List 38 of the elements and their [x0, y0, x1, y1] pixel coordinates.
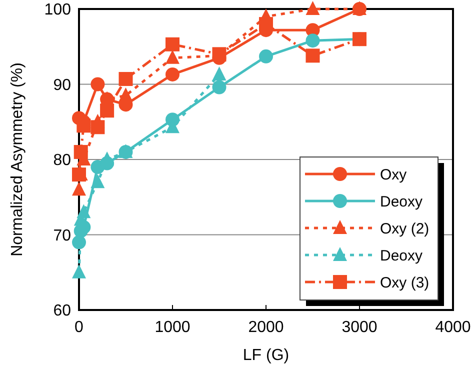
- point: [306, 48, 320, 63]
- x-tick-label: 1000: [154, 319, 190, 336]
- legend-label: Deoxy: [380, 193, 424, 210]
- y-axis-title: Normalized Asymmetry (%): [9, 62, 26, 256]
- y-tick-label: 60: [53, 302, 72, 320]
- x-tick-label: 0: [74, 319, 84, 336]
- point: [306, 1, 320, 15]
- y-tick-label: 70: [53, 227, 72, 244]
- point: [90, 77, 105, 92]
- y-tick-label: 90: [53, 76, 72, 94]
- point: [72, 264, 86, 278]
- point: [100, 104, 114, 118]
- point: [259, 17, 273, 32]
- legend-label: Oxy (3): [380, 274, 430, 292]
- legend-label: Oxy (2): [380, 220, 430, 238]
- point: [212, 80, 226, 94]
- point: [166, 37, 180, 52]
- point: [72, 182, 86, 196]
- point: [90, 174, 105, 188]
- legend-label: Oxy: [380, 166, 408, 184]
- point: [118, 88, 133, 102]
- point: [166, 67, 180, 82]
- point: [76, 204, 91, 218]
- point: [118, 72, 133, 86]
- x-axis-title: LF (G): [242, 347, 290, 364]
- x-tick-label: 4000: [435, 319, 471, 336]
- legend-label: Deoxy: [380, 247, 424, 264]
- x-tick-label: 3000: [342, 319, 378, 336]
- point: [166, 50, 180, 64]
- point: [306, 34, 320, 48]
- point: [76, 118, 91, 133]
- x-tick-label: 2000: [248, 319, 284, 336]
- point: [259, 49, 273, 64]
- y-tick-label: 100: [44, 2, 72, 19]
- point: [74, 144, 88, 159]
- y-tick-label: 80: [53, 152, 72, 170]
- point: [90, 120, 105, 134]
- point: [212, 66, 226, 80]
